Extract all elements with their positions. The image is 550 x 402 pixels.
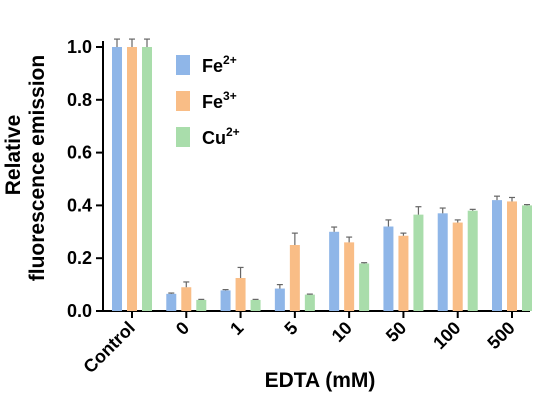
bar (383, 226, 394, 311)
y-tick-label: 1.0 (67, 37, 92, 57)
x-tick-label: Control (79, 318, 138, 377)
y-tick-label: 0.2 (67, 248, 92, 268)
legend-label: Cu2+ (202, 125, 240, 148)
x-tick-label: 50 (382, 318, 410, 346)
y-tick-label: 0.4 (67, 195, 92, 215)
x-tick-label: 1 (226, 318, 247, 339)
bar (467, 210, 478, 311)
bar (250, 299, 261, 311)
y-tick-label: 0.8 (67, 90, 92, 110)
bar (289, 245, 300, 311)
bar (142, 47, 152, 311)
y-tick-label: 0.6 (67, 143, 92, 163)
bar (492, 200, 502, 311)
bar (413, 214, 424, 311)
bar (398, 235, 409, 311)
bar (112, 47, 122, 311)
x-tick-label: 5 (280, 318, 301, 339)
y-axis-title-line2: fluorescence emission (26, 55, 49, 281)
bar (127, 47, 137, 311)
legend-swatch (176, 55, 190, 75)
x-tick-label: 10 (328, 318, 356, 346)
legend-label: Fe2+ (202, 53, 237, 76)
plot-area: 0.0 0.2 0.4 0.6 0.8 1.0 Control 0 1 5 10 50 100 500 (67, 37, 532, 377)
bar (196, 299, 207, 311)
legend: Fe2+ Fe3+ Cu2+ (176, 53, 240, 148)
x-tick-label: 100 (429, 318, 464, 353)
y-axis-title-line1: Relative (2, 115, 25, 196)
bar (166, 293, 177, 311)
bar (522, 205, 532, 311)
x-axis-title: EDTA (mM) (265, 369, 376, 392)
bar (344, 242, 355, 311)
bar (359, 263, 370, 311)
bar (452, 222, 463, 311)
legend-swatch (176, 91, 190, 111)
y-tick-label: 0.0 (67, 301, 92, 321)
x-tick-label: 0 (172, 318, 193, 339)
bar (235, 278, 246, 311)
bar (437, 213, 448, 311)
legend-swatch (176, 127, 190, 147)
bar (304, 294, 315, 311)
bar (507, 201, 517, 311)
bar (220, 290, 231, 311)
bar (181, 287, 192, 311)
bar (329, 231, 340, 311)
bar (274, 288, 285, 311)
legend-label: Fe3+ (202, 89, 237, 112)
x-tick-label: 500 (483, 318, 518, 353)
